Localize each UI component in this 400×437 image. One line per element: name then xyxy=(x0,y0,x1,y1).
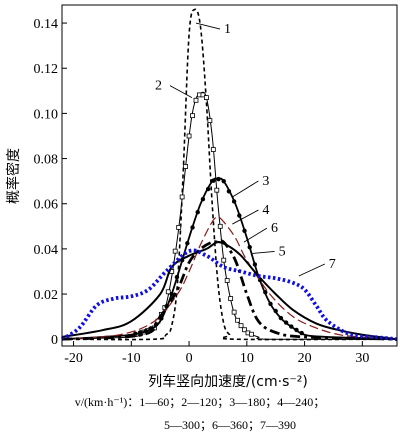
series-marker-3 xyxy=(299,330,304,336)
series-marker-2 xyxy=(165,289,171,295)
series-marker-3 xyxy=(138,330,143,335)
callout-label-1: 1 xyxy=(224,22,231,37)
series-marker-3 xyxy=(283,320,289,325)
series-marker-3 xyxy=(247,245,252,250)
series-marker-3 xyxy=(185,241,190,246)
series-marker-2 xyxy=(249,331,254,337)
series-line-6 xyxy=(61,239,398,341)
series-line-2 xyxy=(61,91,398,340)
callout-label-2: 2 xyxy=(155,79,162,94)
series-marker-2 xyxy=(207,118,213,124)
series-marker-2 xyxy=(190,113,195,119)
series-marker-2 xyxy=(221,257,227,263)
series-marker-2 xyxy=(231,309,237,315)
series-marker-3 xyxy=(190,225,195,230)
callout-label-5: 5 xyxy=(279,244,286,259)
series-marker-3 xyxy=(205,186,211,192)
y-tick-label: 0.14 xyxy=(34,17,59,32)
series-marker-3 xyxy=(174,274,180,280)
callout-leader-3 xyxy=(232,180,259,198)
y-tick-label: 0.04 xyxy=(34,243,59,258)
series-marker-2 xyxy=(179,194,185,200)
callout-label-3: 3 xyxy=(262,174,269,189)
callout-leader-2 xyxy=(169,85,193,98)
callout-leader-6 xyxy=(243,227,268,243)
y-tick-label: 0 xyxy=(51,333,58,348)
series-marker-3 xyxy=(200,197,206,202)
series-marker-3 xyxy=(195,209,200,215)
series-line-1 xyxy=(61,8,398,341)
x-tick-label: -10 xyxy=(122,351,141,366)
series-marker-3 xyxy=(221,178,226,184)
callout-leader-7 xyxy=(298,263,325,277)
y-tick-label: 0.12 xyxy=(34,62,59,77)
series-marker-2 xyxy=(214,187,220,193)
series-marker-3 xyxy=(226,189,232,194)
y-tick-label: 0.08 xyxy=(34,153,59,168)
series-marker-3 xyxy=(252,262,258,267)
series-line-3 xyxy=(61,177,398,341)
x-axis-title: 列车竖向加速度/(cm·s⁻²) xyxy=(148,373,308,390)
series-marker-2 xyxy=(172,248,178,254)
series-marker-2 xyxy=(235,317,240,323)
y-axis-title: 概率密度 xyxy=(5,148,22,204)
y-tick-label: 0.06 xyxy=(34,198,59,213)
series-marker-2 xyxy=(183,164,189,169)
series-line-4 xyxy=(61,216,398,340)
series-marker-2 xyxy=(176,225,182,230)
legend-speed-line-1: v/(km·h⁻¹)：1—60；2—120；3—180；4—240； xyxy=(74,395,326,409)
series-line-7 xyxy=(60,248,398,342)
x-tick-label: 0 xyxy=(186,351,193,366)
plot-frame xyxy=(61,4,398,347)
series-line-5 xyxy=(61,241,398,341)
x-tick-label: 30 xyxy=(355,351,369,366)
callout-label-6: 6 xyxy=(271,221,278,236)
callout-leader-4 xyxy=(232,209,259,225)
callout-leader-5 xyxy=(252,250,275,254)
legend-speed-line-2: 5—300；6—360；7—390 xyxy=(163,418,296,432)
series-marker-2 xyxy=(193,97,199,103)
series-marker-3 xyxy=(268,301,273,307)
x-tick-label: -20 xyxy=(64,351,83,366)
series-marker-2 xyxy=(200,92,206,98)
x-tick-label: 10 xyxy=(240,351,254,366)
series-marker-3 xyxy=(143,328,148,334)
series-marker-2 xyxy=(242,327,247,333)
series-marker-3 xyxy=(294,327,299,333)
series-marker-2 xyxy=(203,95,209,100)
series-marker-3 xyxy=(278,315,284,321)
y-tick-label: 0.10 xyxy=(34,107,59,122)
series-marker-2 xyxy=(228,296,234,301)
series-marker-3 xyxy=(231,199,237,204)
series-marker-3 xyxy=(237,213,242,218)
callout-label-4: 4 xyxy=(262,203,269,218)
y-tick-label: 0.02 xyxy=(34,288,59,303)
callout-leader-1 xyxy=(195,22,221,30)
series-marker-2 xyxy=(217,223,223,229)
series-marker-3 xyxy=(289,324,294,329)
callout-label-7: 7 xyxy=(329,257,336,272)
series-marker-3 xyxy=(273,308,278,314)
series-marker-3 xyxy=(242,228,247,234)
series-marker-3 xyxy=(216,176,221,182)
x-tick-label: 20 xyxy=(298,351,312,366)
series-marker-3 xyxy=(211,178,216,183)
series-marker-2 xyxy=(186,133,192,139)
series-marker-2 xyxy=(224,278,230,283)
series-marker-2 xyxy=(238,323,244,329)
series-marker-2 xyxy=(210,147,216,152)
series-marker-3 xyxy=(263,290,268,295)
